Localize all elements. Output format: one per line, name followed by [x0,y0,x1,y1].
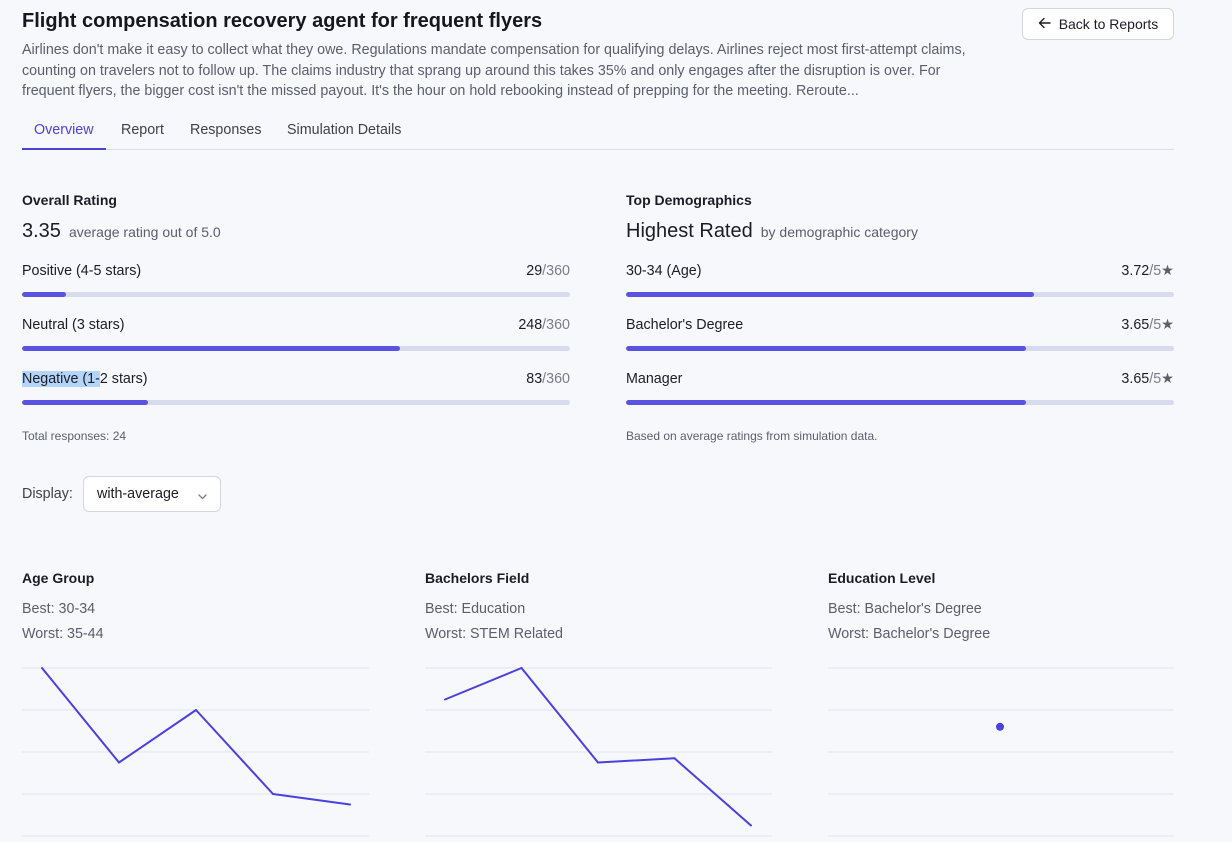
display-label: Display: [22,486,73,502]
bachelors-field-best: Best: Education [425,601,526,617]
selected-text-highlight: Negative (1- [22,371,100,387]
rating-row-count: 29/360 [526,263,570,279]
chart-line-segment [195,709,274,795]
education-level-chart-title: Education Level [828,570,936,586]
tab-bar: Overview Report Responses Simulation Det… [22,116,1174,150]
chart-line-segment [673,757,752,827]
demographic-row: 30-34 (Age) 3.72/5★ [626,263,1174,297]
rating-row-count: 83/360 [526,371,570,387]
top-demographics-value: Highest Rated [626,220,753,242]
display-select[interactable]: with-average [83,476,221,512]
bachelors-field-chart-title: Bachelors Field [425,570,530,586]
rating-row-count: 248/360 [518,317,570,333]
bachelors-field-chart [425,660,772,842]
chart-line-segment [118,709,197,764]
age-group-chart-title: Age Group [22,570,95,586]
rating-row-label: Positive (4-5 stars) [22,263,142,279]
demographic-row: Manager 3.65/5★ [626,371,1174,405]
rating-bar-fill [22,346,400,351]
demographic-bar-fill [626,292,1034,297]
demographic-bar-track [626,400,1174,405]
demographic-row-label: 30-34 (Age) [626,263,702,279]
education-level-best: Best: Bachelor's Degree [828,601,982,617]
education-level-worst: Worst: Bachelor's Degree [828,626,991,642]
overall-rating-value: 3.35 [22,220,61,242]
education-level-chart [828,660,1174,842]
bachelors-field-chart-svg [425,667,772,837]
star-icon: ★ [1161,317,1174,333]
display-select-value: with-average [97,486,179,502]
age-group-worst: Worst: 35-44 [22,626,104,642]
rating-bar-track [22,292,570,297]
rating-bar-fill [22,400,149,405]
back-to-reports-label: Back to Reports [1058,16,1159,32]
demographic-row-score: 3.65/5★ [1121,317,1174,333]
top-demographics-title: Top Demographics [626,192,752,208]
overall-rating-summary: 3.35 average rating out of 5.0 [22,220,221,243]
overall-rating-title: Overall Rating [22,192,117,208]
overall-rating-subtitle: average rating out of 5.0 [68,224,221,240]
rating-row-label: Neutral (3 stars) [22,317,125,333]
star-icon: ★ [1161,263,1174,279]
bachelors-field-worst: Worst: STEM Related [425,626,563,642]
tab-report[interactable]: Report [121,122,164,138]
demographic-row-label: Manager [626,371,683,387]
tab-responses[interactable]: Responses [190,122,262,138]
rating-row-positive: Positive (4-5 stars) 29/360 [22,263,570,297]
education-level-chart-svg [828,667,1174,837]
demographic-bar-fill [626,400,1027,405]
chart-line-segment [520,667,599,764]
demographic-row: Bachelor's Degree 3.65/5★ [626,317,1174,351]
chevron-down-icon [198,488,207,500]
top-demographics-summary: Highest Rated by demographic category [626,220,918,243]
demographics-note: Based on average ratings from simulation… [626,429,878,443]
rating-bar-track [22,400,570,405]
back-to-reports-button[interactable]: Back to Reports [1022,8,1174,40]
demographic-row-score: 3.72/5★ [1121,263,1174,279]
chart-line-segment [444,667,523,701]
chart-line-segment [597,757,676,764]
demographic-bar-fill [626,346,1027,351]
page-title: Flight compensation recovery agent for f… [22,10,543,32]
rating-row-negative: Negative (1-2 stars) 83/360 [22,371,570,405]
chart-point [996,722,1004,731]
demographic-bar-track [626,292,1174,297]
top-demographics-subtitle: by demographic category [760,224,918,240]
star-icon: ★ [1161,371,1174,387]
demographic-row-score: 3.65/5★ [1121,371,1174,387]
rating-bar-track [22,346,570,351]
rating-row-label: Negative (1-2 stars) [22,371,148,387]
arrow-left-icon [1038,17,1051,31]
age-group-best: Best: 30-34 [22,601,96,617]
age-group-chart-svg [22,667,369,837]
tab-simulation-details[interactable]: Simulation Details [287,122,402,138]
age-group-chart [22,660,369,842]
tab-overview[interactable]: Overview [22,116,106,150]
demographic-row-label: Bachelor's Degree [626,317,744,333]
total-responses-note: Total responses: 24 [22,429,127,443]
rating-bar-fill [22,292,67,297]
page-description: Airlines don't make it easy to collect w… [22,42,966,99]
chart-line-segment [41,667,120,764]
rating-row-neutral: Neutral (3 stars) 248/360 [22,317,570,351]
chart-line-segment [272,793,351,806]
demographic-bar-track [626,346,1174,351]
